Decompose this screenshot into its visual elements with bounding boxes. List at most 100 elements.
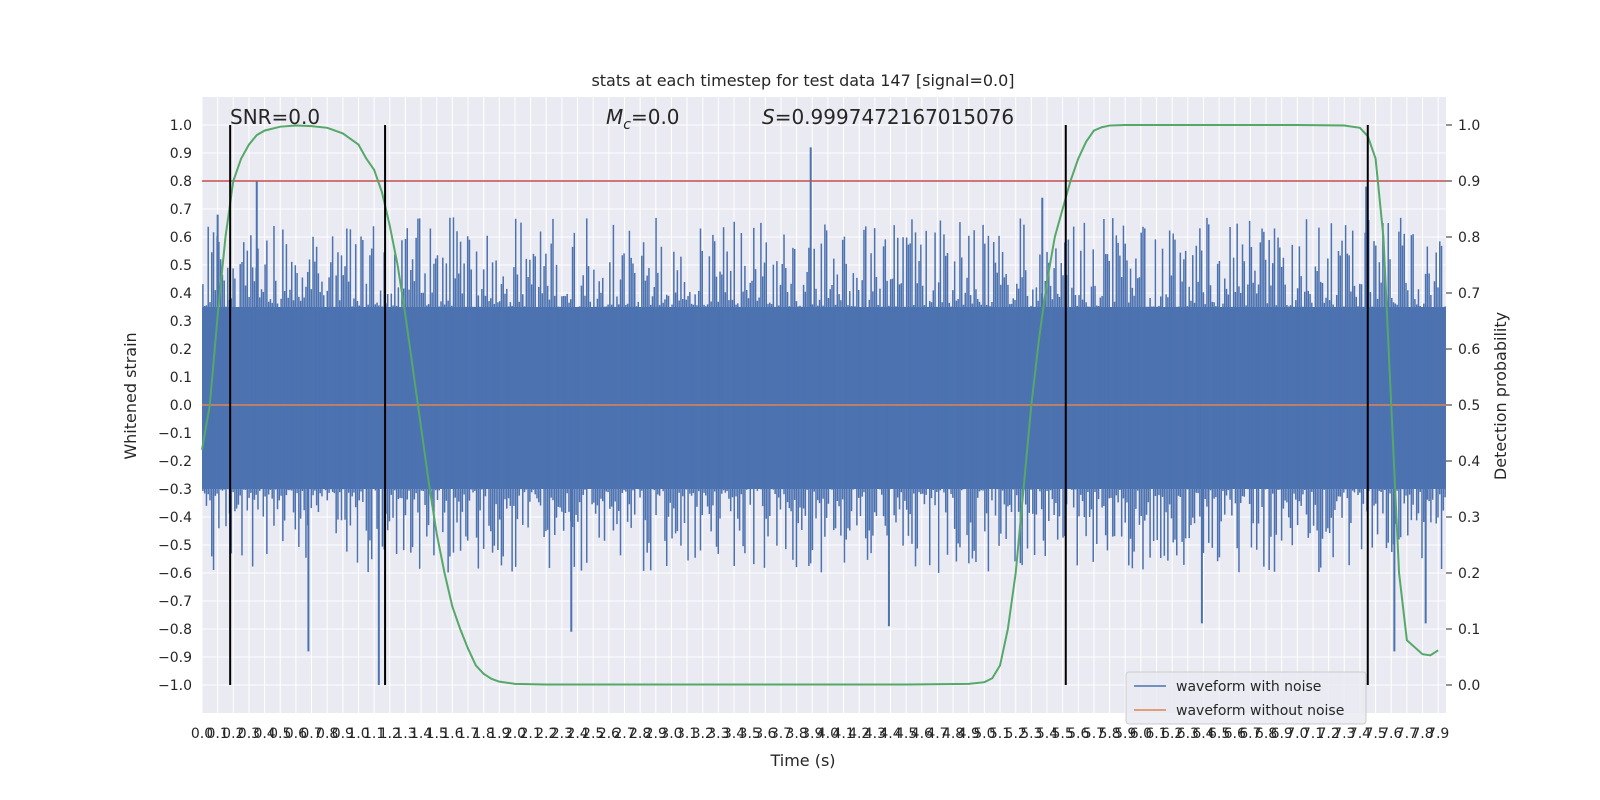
x-tick-label: 7.0 <box>1286 726 1308 742</box>
y-right-tick-label: 0.5 <box>1458 398 1480 414</box>
y-axis-ticks: 1.0 0.9 0.8 0.7 0.6 0.5 0.4 0.3 0.2 0.1 0.0 −0.1 −0.… <box>158 118 192 694</box>
chart-title: stats at each timestep for test data 147… <box>591 71 1014 90</box>
y-tick-label: −0.2 <box>158 454 192 470</box>
x-tick-label: 7.1 <box>1302 726 1324 742</box>
x-tick-label: 4.8 <box>942 726 964 742</box>
y-right-tick-label: 0.3 <box>1458 510 1480 526</box>
x-tick-label: 2.6 <box>598 726 620 742</box>
score-symbol: S <box>762 105 775 129</box>
x-tick-label: 0.7 <box>300 726 322 742</box>
x-tick-label: 3.2 <box>692 726 714 742</box>
x-tick-label: 2.3 <box>551 726 573 742</box>
line-detection-probability <box>201 124 1439 686</box>
y-tick-label: 0.6 <box>170 230 192 246</box>
x-tick-label: 7.3 <box>1333 726 1355 742</box>
x-tick-label: 6.6 <box>1224 726 1246 742</box>
x-tick-label: 3.0 <box>660 726 682 742</box>
y-right-tick-label: 0.2 <box>1458 566 1480 582</box>
x-tick-label: 6.7 <box>1239 726 1261 742</box>
x-tick-label: 2.9 <box>645 726 667 742</box>
x-tick-label: 0.5 <box>269 726 291 742</box>
x-tick-label: 4.2 <box>848 726 870 742</box>
y-right-tick-label: 0.8 <box>1458 230 1480 246</box>
y-tick-label: 0.1 <box>170 370 192 386</box>
x-tick-label: 4.5 <box>895 726 917 742</box>
legend-label-clean: waveform without noise <box>1176 703 1344 719</box>
y-tick-label: 1.0 <box>170 118 192 134</box>
y-tick-label: −0.4 <box>158 510 192 526</box>
series-lines <box>201 124 1446 686</box>
x-tick-label: 4.4 <box>879 726 901 742</box>
legend-label-noise: waveform with noise <box>1176 679 1321 695</box>
y-tick-label: 0.0 <box>170 398 192 414</box>
x-tick-label: 2.0 <box>504 726 526 742</box>
y-tick-label: −0.1 <box>158 426 192 442</box>
x-tick-label: 2.2 <box>535 726 557 742</box>
x-axis-ticks: 0.00.10.20.30.40.50.60.70.80.91.01.11.21… <box>191 726 1449 742</box>
x-tick-label: 1.1 <box>363 726 385 742</box>
y-tick-label: −0.8 <box>158 622 192 638</box>
y-tick-label: 0.2 <box>170 342 192 358</box>
x-tick-label: 6.1 <box>1145 726 1167 742</box>
chirp-mass-value: =0.0 <box>631 105 680 129</box>
y-tick-label: −0.6 <box>158 566 192 582</box>
x-tick-label: 4.9 <box>958 726 980 742</box>
chirp-mass-annotation: Mc=0.0 <box>606 105 680 133</box>
y-tick-label: 0.4 <box>170 286 192 302</box>
x-tick-label: 6.0 <box>1130 726 1152 742</box>
y-tick-label: −0.3 <box>158 482 192 498</box>
x-tick-label: 3.5 <box>739 726 761 742</box>
y-right-tick-label: 0.0 <box>1458 678 1480 694</box>
x-tick-label: 5.3 <box>1020 726 1042 742</box>
x-tick-label: 6.8 <box>1255 726 1277 742</box>
y-tick-label: 0.3 <box>170 314 192 330</box>
y-right-tick-label: 1.0 <box>1458 118 1480 134</box>
x-tick-label: 7.4 <box>1349 726 1371 742</box>
legend: waveform with noise waveform without noi… <box>1125 671 1367 725</box>
x-tick-label: 2.5 <box>582 726 604 742</box>
x-tick-label: 0.8 <box>316 726 338 742</box>
x-tick-label: 1.8 <box>473 726 495 742</box>
noise-band-core <box>202 307 1446 489</box>
x-tick-label: 0.6 <box>285 726 307 742</box>
x-tick-label: 0.0 <box>191 726 213 742</box>
y-tick-label: −1.0 <box>158 678 192 694</box>
x-tick-label: 1.4 <box>410 726 432 742</box>
x-tick-label: 1.0 <box>347 726 369 742</box>
score-annotation: S=0.9997472167015076 <box>762 105 1014 129</box>
x-tick-label: 7.8 <box>1411 726 1433 742</box>
snr-annotation: SNR=0.0 <box>230 105 320 129</box>
x-tick-label: 5.6 <box>1067 726 1089 742</box>
x-tick-label: 3.8 <box>785 726 807 742</box>
x-tick-label: 4.3 <box>864 726 886 742</box>
y-axis-right-label: Detection probability <box>1491 312 1510 480</box>
y-right-tick-label: 0.7 <box>1458 286 1480 302</box>
x-tick-label: 0.1 <box>207 726 229 742</box>
x-tick-label: 3.1 <box>676 726 698 742</box>
x-tick-label: 0.3 <box>238 726 260 742</box>
x-tick-label: 2.4 <box>566 726 588 742</box>
chirp-mass-subscript: c <box>623 117 631 133</box>
y-tick-label: −0.5 <box>158 538 192 554</box>
x-tick-label: 4.7 <box>926 726 948 742</box>
x-tick-label: 1.2 <box>379 726 401 742</box>
x-tick-label: 1.7 <box>457 726 479 742</box>
x-tick-label: 6.5 <box>1208 726 1230 742</box>
y-right-tick-label: 0.1 <box>1458 622 1480 638</box>
x-tick-label: 1.3 <box>394 726 416 742</box>
y-tick-label: 0.7 <box>170 202 192 218</box>
x-tick-label: 3.7 <box>770 726 792 742</box>
x-tick-label: 6.9 <box>1271 726 1293 742</box>
x-tick-label: 7.9 <box>1427 726 1449 742</box>
x-tick-label: 5.2 <box>1005 726 1027 742</box>
x-tick-label: 3.3 <box>707 726 729 742</box>
y-tick-label: −0.7 <box>158 594 192 610</box>
chirp-mass-symbol: M <box>606 105 623 129</box>
x-tick-label: 6.2 <box>1161 726 1183 742</box>
x-tick-label: 7.2 <box>1318 726 1340 742</box>
x-tick-label: 6.4 <box>1192 726 1214 742</box>
x-tick-label: 5.0 <box>973 726 995 742</box>
x-tick-label: 4.1 <box>832 726 854 742</box>
x-tick-label: 5.8 <box>1098 726 1120 742</box>
x-tick-label: 7.5 <box>1364 726 1386 742</box>
